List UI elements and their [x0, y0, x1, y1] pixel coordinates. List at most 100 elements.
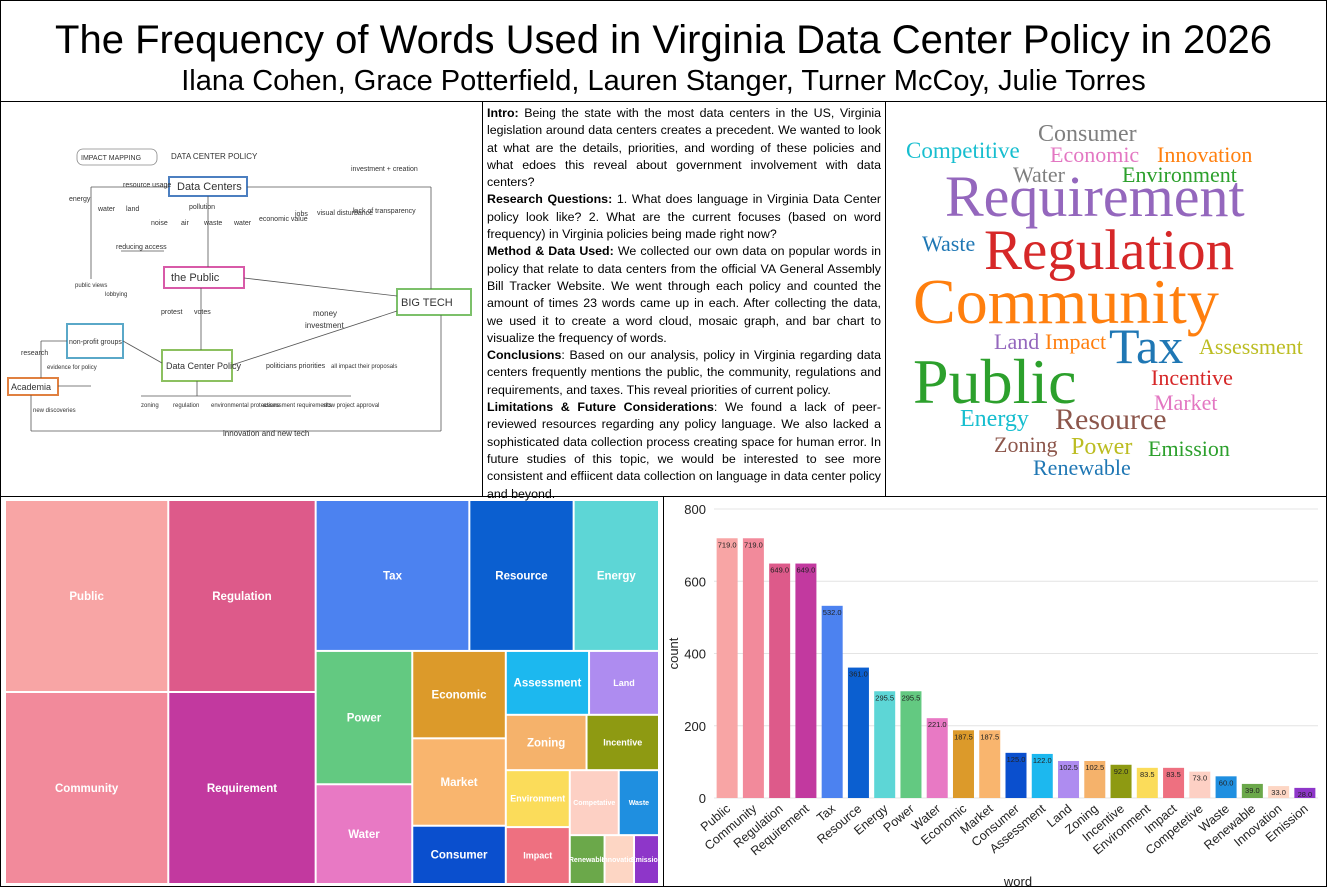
diagram-label: noise — [151, 220, 168, 227]
treemap: Public Community Regulation Requirement Tax R… — [1, 496, 664, 886]
diagram-label: money — [313, 309, 337, 318]
bar — [1241, 783, 1263, 798]
diagram-label: Data Centers — [177, 181, 242, 193]
diagram-label: slow project approval — [323, 403, 379, 409]
cloud-word: Waste — [922, 231, 975, 256]
treemap-label: Resource — [495, 570, 547, 582]
diagram-label: investment — [305, 321, 344, 330]
diagram-label: research — [21, 350, 48, 357]
conclusions: Conclusions: Based on our analysis, poli… — [487, 347, 881, 399]
bar — [874, 691, 896, 798]
bar — [1215, 776, 1237, 798]
diagram-label: DATA CENTER POLICY — [171, 152, 258, 161]
diagram-label: resource usage — [123, 182, 171, 189]
diagram-label: water — [233, 220, 252, 227]
diagram-label: jobs — [294, 211, 308, 218]
treemap-cell — [169, 501, 315, 691]
diagram-label: votes — [194, 309, 211, 316]
cloud-word: Requirement — [945, 164, 1245, 229]
diagram-label: non-profit groups — [69, 339, 122, 346]
cloud-word: Consumer — [1038, 121, 1137, 147]
value-label: 719.0 — [718, 540, 737, 549]
method: Method & Data Used: We collected our own… — [487, 243, 881, 347]
treemap-label: Environment — [510, 794, 565, 804]
treemap-cell — [6, 501, 168, 691]
diagram-label: BIG TECH — [401, 297, 453, 309]
impact-diagram: IMPACT MAPPING DATA CENTER POLICY Data Cen… — [7, 101, 483, 496]
bar — [821, 605, 843, 798]
limitations: Limitations & Future Considerations: We … — [487, 399, 881, 503]
value-label: 102.5 — [1085, 763, 1104, 772]
section-label: Intro: — [487, 106, 519, 120]
cloud-word: Incentive — [1151, 365, 1233, 390]
diagram-label: energy — [69, 196, 91, 203]
treemap-cell — [506, 715, 586, 770]
value-label: 719.0 — [744, 540, 763, 549]
cloud-word: Impact — [1045, 329, 1106, 354]
treemap-label: Market — [440, 777, 477, 789]
diagram-label: protest — [161, 309, 182, 316]
cloud-word: Energy — [960, 406, 1029, 432]
authors: Ilana Cohen, Grace Potterfield, Lauren S… — [181, 65, 1146, 97]
cloud-word: Resource — [1055, 403, 1167, 436]
intro: Intro: Being the state with the most dat… — [487, 105, 881, 191]
value-label: 83.5 — [1166, 770, 1181, 779]
treemap-cell — [605, 836, 634, 883]
cloud-word: Environment — [1122, 162, 1237, 187]
value-label: 39.0 — [1245, 786, 1260, 795]
diagram-label: assessment requirements — [263, 403, 332, 409]
value-label: 532.0 — [823, 608, 842, 617]
diagram-label: the Public — [171, 272, 220, 284]
treemap-label: Waste — [629, 800, 649, 807]
diagram-label: economic value — [259, 216, 308, 223]
value-label: 33.0 — [1271, 788, 1286, 797]
y-tick-label: 0 — [699, 791, 706, 806]
treemap-cell — [470, 501, 573, 650]
treemap-cell — [587, 715, 658, 770]
value-label: 187.5 — [954, 732, 973, 741]
cloud-word: Water — [1013, 162, 1066, 187]
diagram-label: new discoveries — [33, 408, 76, 414]
y-tick-label: 200 — [684, 719, 706, 734]
diagram-label: lack of transparency — [353, 208, 416, 215]
treemap-label: Zoning — [527, 737, 565, 749]
treemap-label: Consumer — [431, 850, 488, 862]
diagram-label: environmental protections — [211, 403, 280, 409]
diagram-label: politicians priorities — [266, 363, 326, 370]
bar — [1031, 753, 1053, 798]
value-label: 187.5 — [980, 732, 999, 741]
treemap-cell — [6, 693, 168, 883]
section-label: Research Questions: — [487, 192, 613, 207]
poster-title: The Frequency of Words Used in Virginia … — [55, 18, 1272, 62]
cloud-word: Regulation — [984, 219, 1234, 282]
text-panel: Intro: Being the state with the most dat… — [482, 101, 886, 501]
y-axis-label: count — [666, 637, 681, 669]
cloud-word: Assessment — [1199, 334, 1303, 359]
y-tick-label: 400 — [684, 647, 706, 662]
diagram-label: land — [126, 206, 139, 213]
value-label: 125.0 — [1007, 755, 1026, 764]
treemap-cell — [413, 739, 505, 825]
bar — [1268, 786, 1290, 798]
treemap-label: Regulation — [212, 591, 271, 603]
diagram-label: Academia — [11, 382, 51, 392]
cloud-word: Public — [913, 346, 1077, 417]
research-questions: Research Questions: 1. What does languag… — [487, 191, 881, 243]
cloud-word: Economic — [1050, 142, 1139, 167]
section-body: Being the state with the most data cente… — [487, 106, 881, 190]
treemap-label: Power — [347, 712, 382, 724]
treemap-cell — [506, 651, 589, 714]
value-label: 122.0 — [1033, 756, 1052, 765]
diagram-label: regulation — [173, 403, 199, 409]
value-label: 83.5 — [1140, 770, 1155, 779]
treemap-cell — [413, 651, 505, 738]
value-label: 92.0 — [1114, 767, 1129, 776]
treemap-cell — [169, 693, 315, 883]
cloud-word: Power — [1071, 434, 1132, 460]
cloud-word: Market — [1154, 390, 1218, 415]
value-label: 649.0 — [770, 566, 789, 575]
cloud-word: Tax — [1109, 318, 1183, 374]
value-label: 221.0 — [928, 720, 947, 729]
value-label: 649.0 — [797, 566, 816, 575]
